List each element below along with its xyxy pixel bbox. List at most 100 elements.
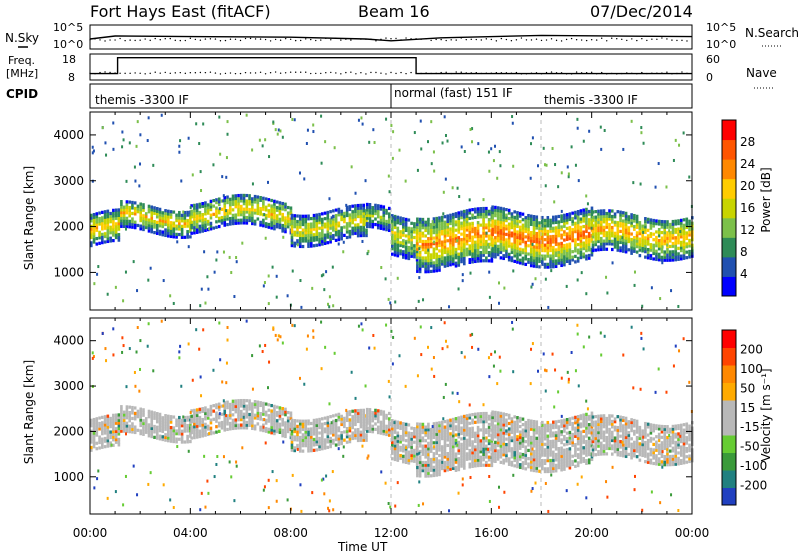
noise-search-point bbox=[219, 40, 222, 42]
power-cell bbox=[568, 217, 572, 222]
power-cell bbox=[546, 262, 550, 266]
power-cell bbox=[155, 229, 159, 233]
noise-search-point bbox=[525, 39, 528, 41]
power-cell bbox=[304, 236, 308, 240]
velocity-cell bbox=[407, 434, 411, 438]
power-cell bbox=[582, 224, 585, 229]
velocity-cell bbox=[465, 452, 469, 456]
power-cell bbox=[451, 240, 455, 244]
velocity-cell bbox=[125, 405, 129, 409]
nave-point bbox=[325, 72, 327, 74]
power-cell bbox=[201, 204, 204, 208]
power-cell bbox=[574, 224, 577, 228]
power-cell bbox=[630, 221, 633, 225]
velocity-cell bbox=[231, 402, 235, 406]
power-cell bbox=[374, 209, 377, 213]
power-cell bbox=[407, 245, 411, 250]
power-scatter-cell bbox=[324, 140, 327, 144]
power-cell bbox=[201, 213, 204, 217]
power-cell bbox=[616, 234, 620, 239]
velocity-cell bbox=[95, 430, 99, 434]
power-cell bbox=[228, 222, 232, 226]
power-cell bbox=[139, 207, 143, 212]
velocity-cell bbox=[396, 431, 400, 435]
velocity-cell bbox=[293, 424, 297, 428]
power-cell bbox=[217, 224, 221, 229]
power-cell bbox=[576, 256, 580, 260]
power-cell bbox=[296, 225, 299, 229]
noise-search-point bbox=[229, 38, 232, 40]
power-scatter-cell bbox=[204, 301, 207, 305]
velocity-cell bbox=[150, 413, 154, 417]
power-cell bbox=[516, 211, 519, 215]
velocity-cell bbox=[491, 432, 494, 436]
velocity-cell bbox=[432, 430, 436, 434]
power-cell bbox=[527, 230, 530, 234]
velocity-cell bbox=[114, 413, 118, 417]
power-cell bbox=[516, 235, 519, 240]
power-cell bbox=[435, 236, 438, 240]
power-scatter-cell bbox=[139, 133, 142, 137]
power-cell bbox=[465, 239, 469, 243]
velocity-cell bbox=[251, 407, 254, 411]
power-cell bbox=[109, 211, 112, 216]
power-cell bbox=[95, 236, 99, 241]
velocity-cell bbox=[106, 430, 110, 435]
power-cell bbox=[391, 219, 394, 223]
nave-point bbox=[540, 73, 543, 75]
velocity-cell bbox=[312, 421, 316, 425]
velocity-cell bbox=[499, 455, 503, 459]
velocity-cell bbox=[499, 436, 503, 440]
power-cell bbox=[465, 214, 469, 218]
power-cell bbox=[499, 228, 503, 232]
nave-point bbox=[671, 73, 673, 75]
velocity-cell bbox=[502, 458, 505, 462]
power-cell bbox=[460, 260, 463, 264]
velocity-cell bbox=[485, 455, 488, 459]
power-cell bbox=[178, 221, 181, 226]
velocity-cell bbox=[142, 427, 145, 431]
power-cell bbox=[657, 255, 661, 259]
power-cell bbox=[418, 239, 422, 243]
velocity-cell bbox=[92, 442, 96, 446]
power-cell bbox=[549, 237, 552, 242]
power-cell bbox=[554, 234, 558, 238]
power-cell bbox=[666, 220, 669, 224]
velocity-cell bbox=[262, 409, 265, 414]
power-cell bbox=[228, 200, 232, 204]
power-cell bbox=[371, 206, 375, 210]
velocity-cell bbox=[318, 423, 321, 427]
velocity-cell bbox=[106, 439, 110, 443]
velocity-cell bbox=[133, 417, 137, 421]
power-cell bbox=[474, 248, 477, 253]
power-scatter-cell bbox=[560, 171, 563, 175]
velocity-cell bbox=[490, 439, 494, 443]
power-cell bbox=[521, 237, 525, 241]
power-cell bbox=[679, 243, 683, 247]
velocity-cell bbox=[298, 446, 302, 450]
velocity-cell bbox=[460, 456, 463, 460]
power-cell bbox=[619, 246, 622, 250]
power-cell bbox=[251, 213, 254, 217]
power-cell bbox=[226, 222, 229, 227]
velocity-cell bbox=[402, 460, 405, 464]
power-cell bbox=[286, 211, 290, 215]
power-cell bbox=[362, 225, 366, 229]
velocity-cell bbox=[438, 467, 441, 471]
power-cell bbox=[446, 217, 450, 221]
power-cell bbox=[101, 224, 104, 228]
power-cell bbox=[540, 237, 544, 242]
power-cell bbox=[594, 240, 598, 244]
power-cell bbox=[101, 221, 104, 225]
velocity-cell bbox=[471, 440, 474, 444]
velocity-cell bbox=[204, 406, 207, 410]
power-cell bbox=[579, 231, 583, 235]
power-cell bbox=[193, 231, 196, 235]
power-cell bbox=[510, 231, 514, 235]
power-cell bbox=[312, 233, 316, 237]
velocity-cell bbox=[101, 437, 104, 441]
velocity-cell bbox=[449, 437, 452, 441]
velocity-cell bbox=[510, 447, 514, 451]
velocity-cell bbox=[264, 413, 268, 417]
power-cell bbox=[482, 215, 485, 219]
